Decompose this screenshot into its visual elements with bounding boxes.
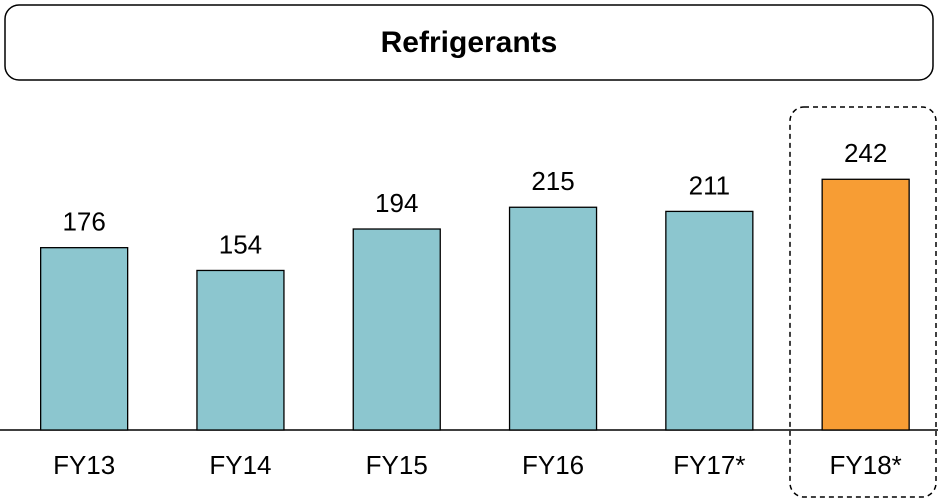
title-box — [4, 4, 934, 81]
x-tick-label: FY15 — [366, 450, 428, 480]
value-label: 242 — [844, 138, 887, 168]
highlight-box — [789, 106, 937, 498]
bar — [196, 269, 285, 431]
x-tick-label: FY14 — [209, 450, 271, 480]
value-label: 211 — [689, 170, 730, 200]
x-tick-label: FY13 — [53, 450, 115, 480]
chart-title: Refrigerants — [381, 26, 558, 59]
x-tick-label: FY16 — [522, 450, 584, 480]
value-label: 215 — [531, 166, 574, 196]
bar — [508, 206, 598, 431]
x-tick-label: FY18* — [830, 450, 902, 480]
value-label: 176 — [62, 207, 105, 237]
bar — [40, 247, 129, 431]
value-label: 194 — [375, 188, 418, 218]
bar — [352, 228, 441, 431]
bar — [821, 178, 910, 431]
bar — [665, 210, 754, 431]
x-tick-label: FY17* — [673, 450, 745, 480]
value-label: 154 — [219, 229, 262, 259]
